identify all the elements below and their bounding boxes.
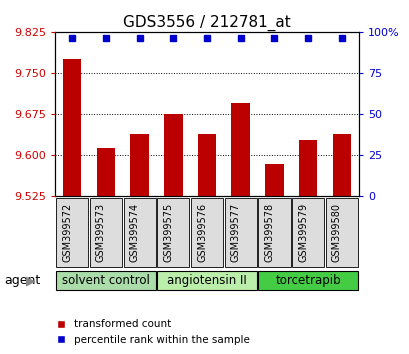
Legend: transformed count, percentile rank within the sample: transformed count, percentile rank withi… <box>46 315 254 349</box>
Text: GSM399574: GSM399574 <box>129 203 139 262</box>
Bar <box>97 148 115 196</box>
Text: GSM399578: GSM399578 <box>264 203 274 262</box>
Text: solvent control: solvent control <box>62 274 149 287</box>
Text: angiotensin II: angiotensin II <box>167 274 246 287</box>
Bar <box>265 164 283 196</box>
Bar <box>231 103 249 196</box>
Text: GSM399579: GSM399579 <box>297 203 308 262</box>
Bar <box>63 59 81 196</box>
Text: GSM399580: GSM399580 <box>331 203 341 262</box>
Text: GSM399572: GSM399572 <box>62 203 72 262</box>
Text: agent: agent <box>4 274 40 287</box>
Text: GSM399573: GSM399573 <box>96 203 106 262</box>
Bar <box>197 135 216 196</box>
Bar <box>164 114 182 196</box>
Text: GSM399577: GSM399577 <box>230 203 240 262</box>
Title: GDS3556 / 212781_at: GDS3556 / 212781_at <box>123 14 290 30</box>
Text: GSM399575: GSM399575 <box>163 203 173 262</box>
Text: GSM399576: GSM399576 <box>197 203 207 262</box>
Text: torcetrapib: torcetrapib <box>275 274 340 287</box>
Bar <box>332 135 350 196</box>
Bar <box>298 140 317 196</box>
Bar <box>130 135 148 196</box>
Text: ▶: ▶ <box>26 274 36 287</box>
